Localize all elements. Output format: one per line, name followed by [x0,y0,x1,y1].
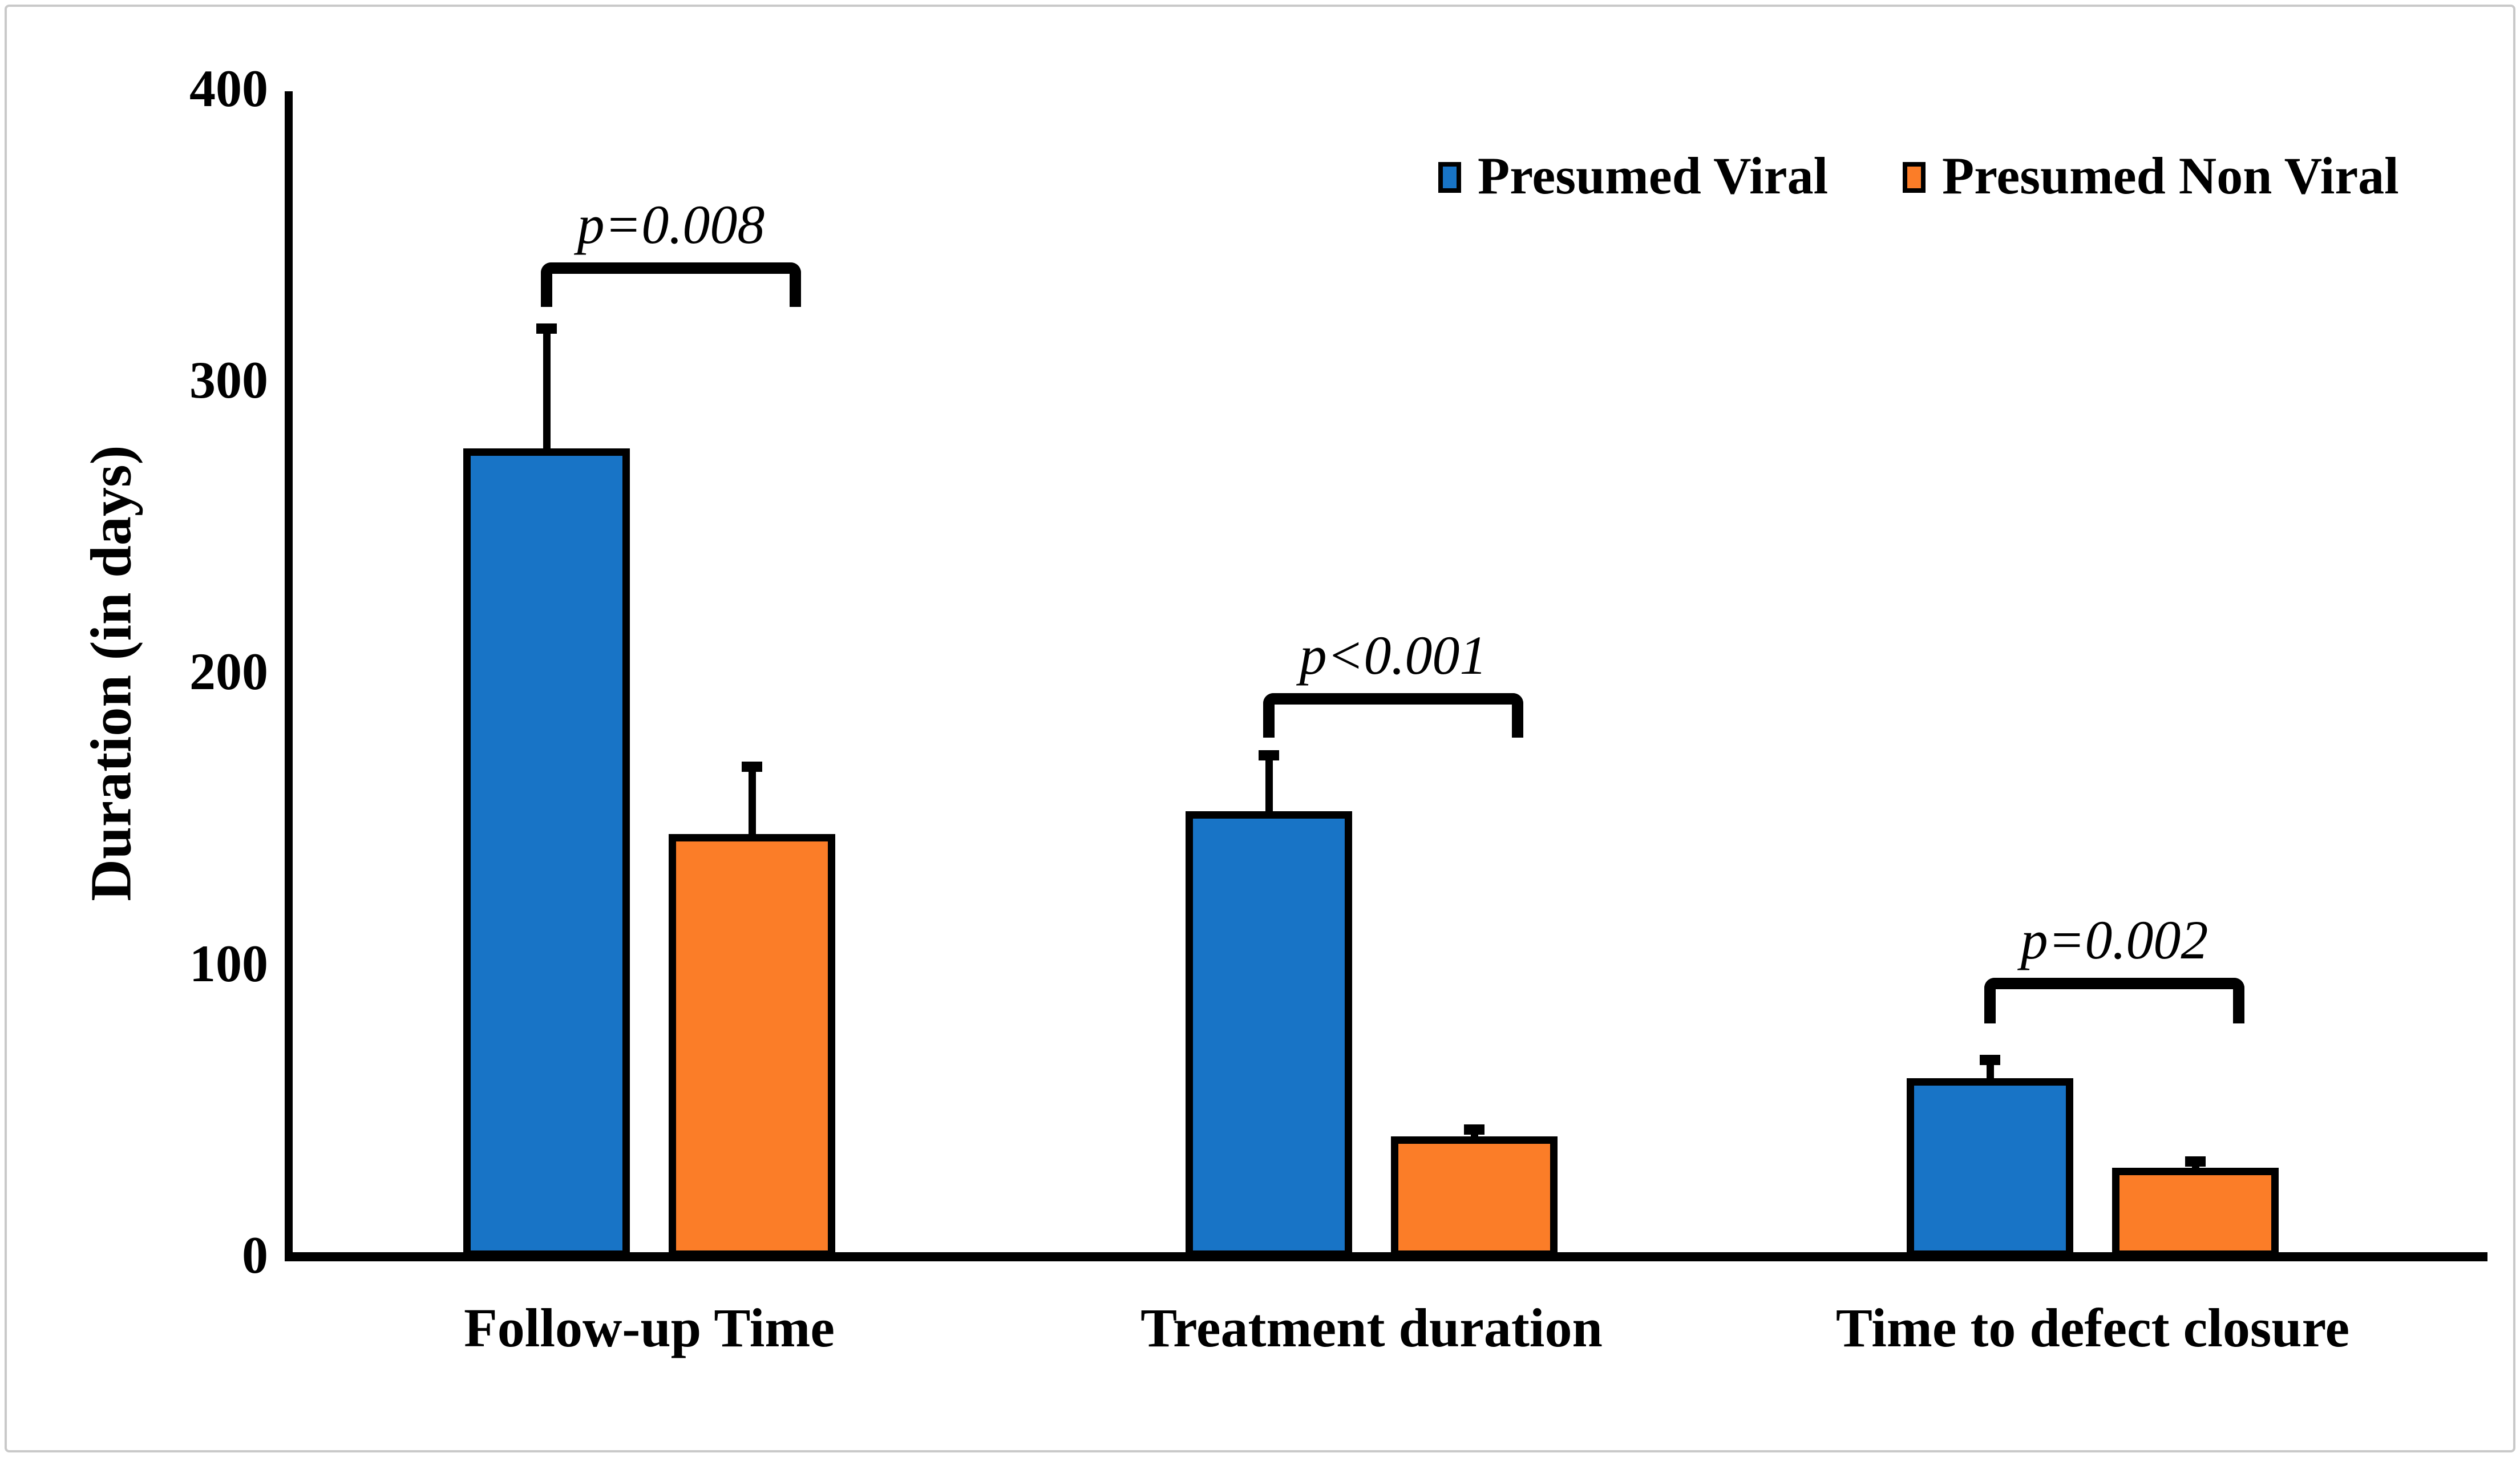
x-category-label-follow-up-time: Follow-up Time [464,1297,835,1358]
x-category-label-time-to-defect-closure: Time to defect closure [1835,1297,2350,1358]
y-tick-label-0: 0 [242,1226,268,1284]
legend-label-presumed-viral: Presumed Viral [1478,147,1829,205]
y-tick-label-300: 300 [189,351,268,409]
bar-presumed-non-viral-follow-up-time [669,834,835,1258]
error-bar-stem-presumed-non-viral-time-to-defect-closure [2191,1164,2199,1171]
error-bar-cap-presumed-non-viral-follow-up-time [742,762,762,772]
p-value-label-treatment-duration: p<0.001 [1299,625,1487,686]
error-bar-stem-presumed-viral-treatment-duration [1265,758,1273,814]
error-bar-cap-presumed-non-viral-treatment-duration [1464,1124,1485,1135]
error-bar-stem-presumed-viral-time-to-defect-closure [1986,1063,1994,1080]
bar-presumed-viral-treatment-duration [1186,811,1352,1258]
legend-swatch-presumed-viral [1438,162,1461,193]
error-bar-stem-presumed-non-viral-follow-up-time [748,770,756,837]
error-bar-cap-presumed-viral-treatment-duration [1259,750,1279,760]
error-bar-cap-presumed-viral-follow-up-time [536,323,557,334]
significance-bracket-treatment-duration [1263,693,1523,738]
bar-presumed-viral-time-to-defect-closure [1907,1078,2073,1258]
error-bar-stem-presumed-viral-follow-up-time [543,331,551,451]
bar-presumed-non-viral-time-to-defect-closure [2112,1168,2279,1258]
y-tick-label-400: 400 [189,59,268,118]
significance-bracket-follow-up-time [541,262,801,307]
y-axis-line [285,91,293,1261]
bar-presumed-viral-follow-up-time [463,448,630,1258]
bar-presumed-non-viral-treatment-duration [1391,1136,1558,1258]
legend-swatch-presumed-non-viral [1903,162,1926,193]
significance-bracket-time-to-defect-closure [1984,978,2244,1023]
y-tick-label-200: 200 [189,642,268,701]
p-value-label-follow-up-time: p=0.008 [577,194,765,255]
p-value-label-time-to-defect-closure: p=0.002 [2020,909,2208,970]
error-bar-cap-presumed-viral-time-to-defect-closure [1980,1055,2000,1066]
legend-label-presumed-non-viral: Presumed Non Viral [1942,147,2399,205]
error-bar-stem-presumed-non-viral-treatment-duration [1470,1132,1478,1139]
x-category-label-treatment-duration: Treatment duration [1140,1297,1603,1358]
error-bar-cap-presumed-non-viral-time-to-defect-closure [2185,1156,2206,1167]
y-tick-label-100: 100 [189,934,268,993]
